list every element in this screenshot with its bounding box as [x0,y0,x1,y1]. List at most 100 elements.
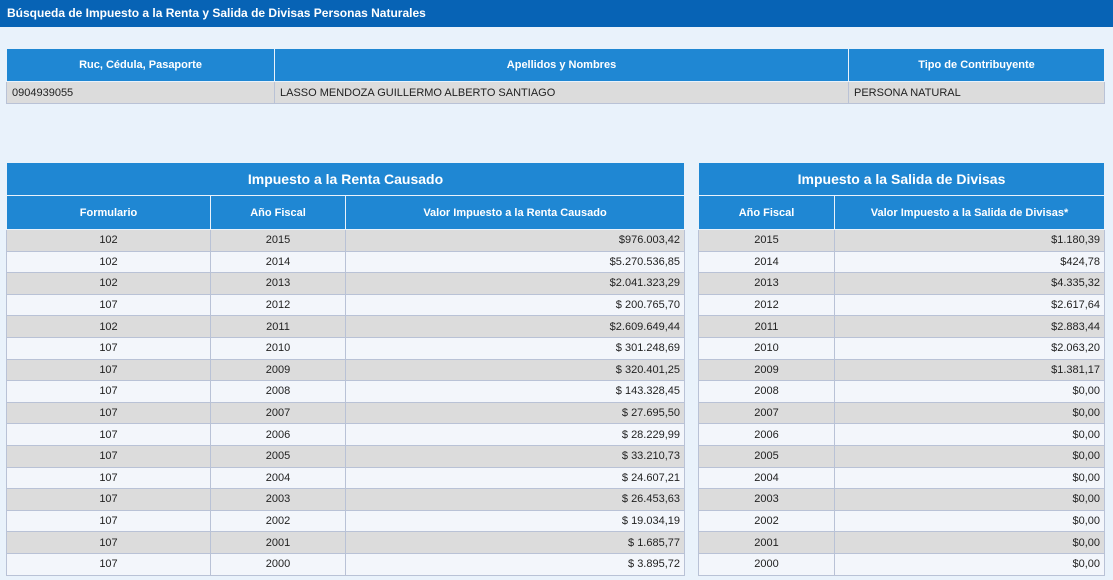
table-row: 107 2002 $ 19.034,19 [6,509,686,533]
value-cell: $0,00 [833,423,1106,446]
year-cell: 2001 [698,531,835,554]
table-row: 107 2004 $ 24.607,21 [6,466,686,490]
value-cell: $ 26.453,63 [344,488,686,511]
formulario-cell: 107 [6,509,211,533]
value-cell: $2.609.649,44 [344,315,686,338]
value-cell: $2.617,64 [833,293,1106,317]
value-cell: $0,00 [833,401,1106,425]
formulario-cell: 102 [6,315,211,338]
renta-value-column-header: Valor Impuesto a la Renta Causado [344,195,686,230]
year-cell: 2007 [210,401,346,425]
taxpayer-name: LASSO MENDOZA GUILLERMO ALBERTO SANTIAGO [274,81,849,104]
table-row: 2006 $0,00 [698,423,1106,446]
table-row: 2003 $0,00 [698,488,1106,511]
value-cell: $0,00 [833,531,1106,554]
value-cell: $ 28.229,99 [344,423,686,446]
table-row: 107 2006 $ 28.229,99 [6,423,686,446]
table-row: 2004 $0,00 [698,466,1106,490]
year-cell: 2004 [698,466,835,490]
year-cell: 2013 [698,272,835,295]
name-column-header: Apellidos y Nombres [274,48,849,82]
value-cell: $ 27.695,50 [344,401,686,425]
taxpayer-header-row: Ruc, Cédula, Pasaporte Apellidos y Nombr… [6,48,1105,82]
value-cell: $0,00 [833,466,1106,490]
value-cell: $ 1.685,77 [344,531,686,554]
year-cell: 2008 [698,380,835,403]
value-cell: $0,00 [833,488,1106,511]
value-cell: $ 301.248,69 [344,336,686,360]
year-cell: 2015 [210,229,346,252]
table-row: 102 2015 $976.003,42 [6,229,686,252]
year-cell: 2006 [210,423,346,446]
year-cell: 2008 [210,380,346,403]
table-row: 107 2003 $ 26.453,63 [6,488,686,511]
year-cell: 2015 [698,229,835,252]
table-row: 102 2014 $5.270.536,85 [6,250,686,274]
formulario-cell: 107 [6,380,211,403]
table-row: 102 2011 $2.609.649,44 [6,315,686,338]
year-cell: 2009 [698,358,835,382]
value-cell: $5.270.536,85 [344,250,686,274]
table-row: 2008 $0,00 [698,380,1106,403]
value-cell: $ 320.401,25 [344,358,686,382]
year-cell: 2010 [210,336,346,360]
table-row: 107 2007 $ 27.695,50 [6,401,686,425]
formulario-cell: 107 [6,423,211,446]
year-cell: 2005 [210,444,346,468]
year-cell: 2007 [698,401,835,425]
year-cell: 2009 [210,358,346,382]
divisas-year-column-header: Año Fiscal [698,195,835,230]
year-cell: 2012 [210,293,346,317]
year-cell: 2002 [698,509,835,533]
value-cell: $0,00 [833,380,1106,403]
year-cell: 2004 [210,466,346,490]
table-row: 2002 $0,00 [698,509,1106,533]
year-cell: 2002 [210,509,346,533]
value-cell: $ 3.895,72 [344,552,686,576]
year-cell: 2001 [210,531,346,554]
year-cell: 2003 [698,488,835,511]
table-row: 2015 $1.180,39 [698,229,1106,252]
value-cell: $ 200.765,70 [344,293,686,317]
table-row: 2012 $2.617,64 [698,293,1106,317]
table-row: 2011 $2.883,44 [698,315,1106,338]
formulario-cell: 102 [6,250,211,274]
year-cell: 2000 [210,552,346,576]
year-cell: 2014 [698,250,835,274]
renta-caption: Impuesto a la Renta Causado [5,162,686,196]
year-cell: 2000 [698,552,835,576]
divisas-value-column-header: Valor Impuesto a la Salida de Divisas* [833,195,1106,230]
value-cell: $424,78 [833,250,1106,274]
formulario-cell: 107 [6,293,211,317]
formulario-cell: 107 [6,488,211,511]
taxpayer-table: Ruc, Cédula, Pasaporte Apellidos y Nombr… [6,48,1105,104]
value-cell: $2.883,44 [833,315,1106,338]
table-row: 2009 $1.381,17 [698,358,1106,382]
value-cell: $0,00 [833,444,1106,468]
formulario-cell: 107 [6,531,211,554]
page-title: Búsqueda de Impuesto a la Renta y Salida… [0,0,1113,27]
taxpayer-id: 0904939055 [6,81,275,104]
table-row: 2010 $2.063,20 [698,336,1106,360]
formulario-cell: 107 [6,552,211,576]
type-column-header: Tipo de Contribuyente [848,48,1105,82]
table-row: 107 2008 $ 143.328,45 [6,380,686,403]
year-cell: 2006 [698,423,835,446]
value-cell: $1.381,17 [833,358,1106,382]
year-cell: 2013 [210,272,346,295]
table-row: 2000 $0,00 [698,552,1106,576]
formulario-cell: 107 [6,401,211,425]
table-row: 2013 $4.335,32 [698,272,1106,295]
year-cell: 2005 [698,444,835,468]
year-cell: 2003 [210,488,346,511]
formulario-cell: 107 [6,444,211,468]
value-cell: $ 24.607,21 [344,466,686,490]
formulario-cell: 107 [6,358,211,382]
divisas-table: Impuesto a la Salida de Divisas Año Fisc… [697,162,1106,576]
id-column-header: Ruc, Cédula, Pasaporte [6,48,275,82]
value-cell: $976.003,42 [344,229,686,252]
year-cell: 2011 [698,315,835,338]
value-cell: $ 143.328,45 [344,380,686,403]
table-row: 107 2010 $ 301.248,69 [6,336,686,360]
formulario-cell: 102 [6,229,211,252]
